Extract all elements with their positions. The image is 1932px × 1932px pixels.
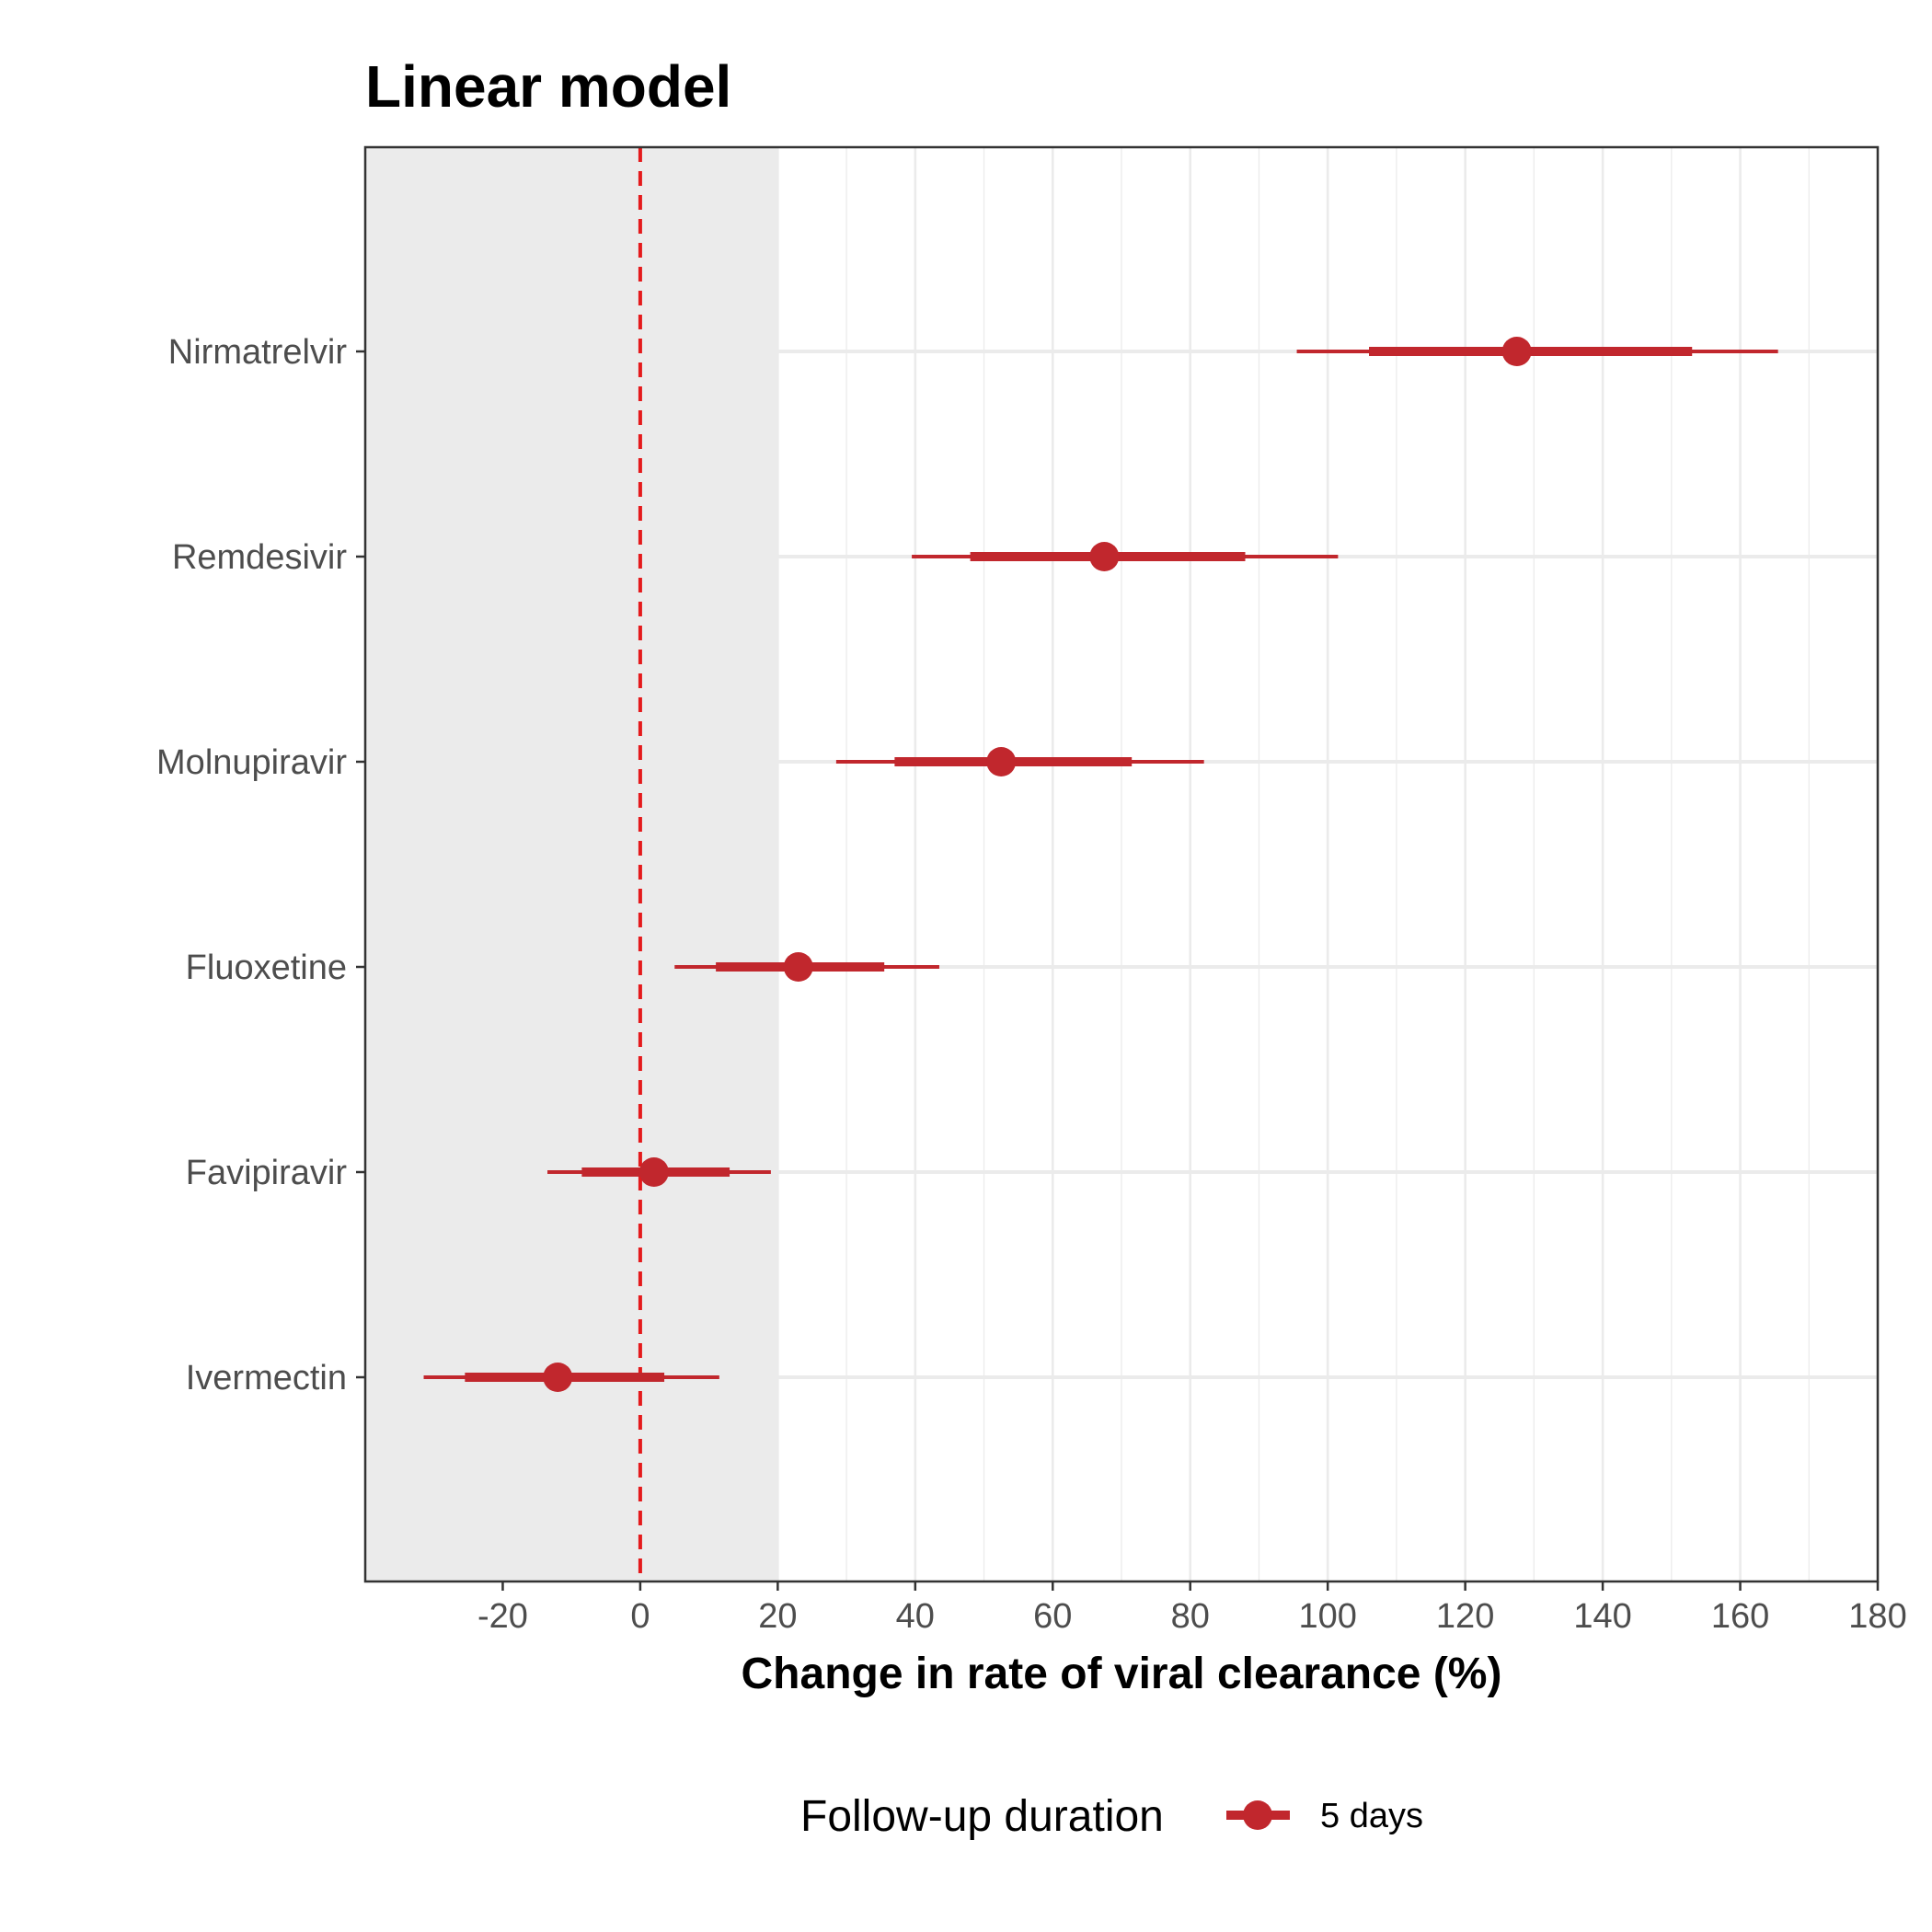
legend-key-point [1243, 1800, 1272, 1830]
series-marks [423, 337, 1778, 1392]
x-tick-label: -20 [477, 1597, 528, 1636]
x-tick-label: 100 [1298, 1597, 1356, 1636]
y-tick-label-ivermectin: Ivermectin [186, 1359, 347, 1397]
y-tick-label-favipiravir: Favipiravir [186, 1154, 348, 1192]
x-axis-title: Change in rate of viral clearance (%) [742, 1650, 1502, 1698]
legend-label-5-days: 5 days [1320, 1797, 1423, 1835]
x-tick-label: 60 [1033, 1597, 1072, 1636]
point-estimate-ivermectin [543, 1363, 573, 1392]
y-axis: Nirmatrelvir Remdesivir Molnupiravir Fluoxe… [156, 333, 365, 1397]
x-tick-label: 40 [896, 1597, 935, 1636]
y-tick-label-molnupiravir: Molnupiravir [156, 743, 347, 782]
x-tick-label: 80 [1171, 1597, 1210, 1636]
y-tick-label-remdesivir: Remdesivir [172, 538, 347, 577]
panel-border [363, 145, 1880, 1583]
y-tick-label-nirmatrelvir: Nirmatrelvir [168, 333, 348, 372]
x-tick-label: 140 [1573, 1597, 1631, 1636]
x-tick-label: 180 [1848, 1597, 1906, 1636]
x-tick-label: 0 [630, 1597, 650, 1636]
point-estimate-fluoxetine [783, 952, 813, 982]
x-tick-label: 120 [1436, 1597, 1494, 1636]
x-tick-label: 160 [1711, 1597, 1769, 1636]
point-estimate-molnupiravir [986, 747, 1017, 776]
point-estimate-favipiravir [638, 1157, 669, 1187]
x-tick-label: 20 [758, 1597, 797, 1636]
legend-title: Follow-up duration [800, 1792, 1164, 1841]
chart-title: Linear model [365, 53, 731, 120]
x-axis: -20 0 20 40 60 80 100 120 140 160 180 [477, 1581, 1907, 1636]
legend: Follow-up duration 5 days [800, 1792, 1423, 1841]
point-estimate-nirmatrelvir [1501, 337, 1532, 366]
y-tick-label-fluoxetine: Fluoxetine [186, 949, 347, 987]
point-estimate-remdesivir [1089, 542, 1120, 571]
